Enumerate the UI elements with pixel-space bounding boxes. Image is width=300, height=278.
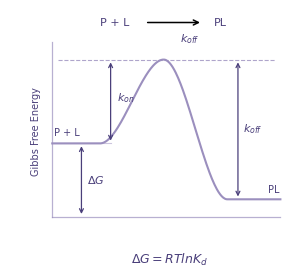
Text: PL: PL [214, 18, 227, 28]
Text: $k_{off}$: $k_{off}$ [180, 32, 200, 46]
Y-axis label: Gibbs Free Energy: Gibbs Free Energy [31, 88, 41, 177]
Text: $\Delta G$: $\Delta G$ [87, 174, 104, 186]
Text: $k_{off}$: $k_{off}$ [243, 123, 263, 136]
Text: $\Delta G = RTlnK_d$: $\Delta G = RTlnK_d$ [131, 252, 208, 268]
Text: PL: PL [268, 185, 279, 195]
Text: P + L: P + L [54, 128, 79, 138]
Text: P + L: P + L [100, 18, 129, 28]
Text: $k_{on}$: $k_{on}$ [117, 91, 135, 105]
